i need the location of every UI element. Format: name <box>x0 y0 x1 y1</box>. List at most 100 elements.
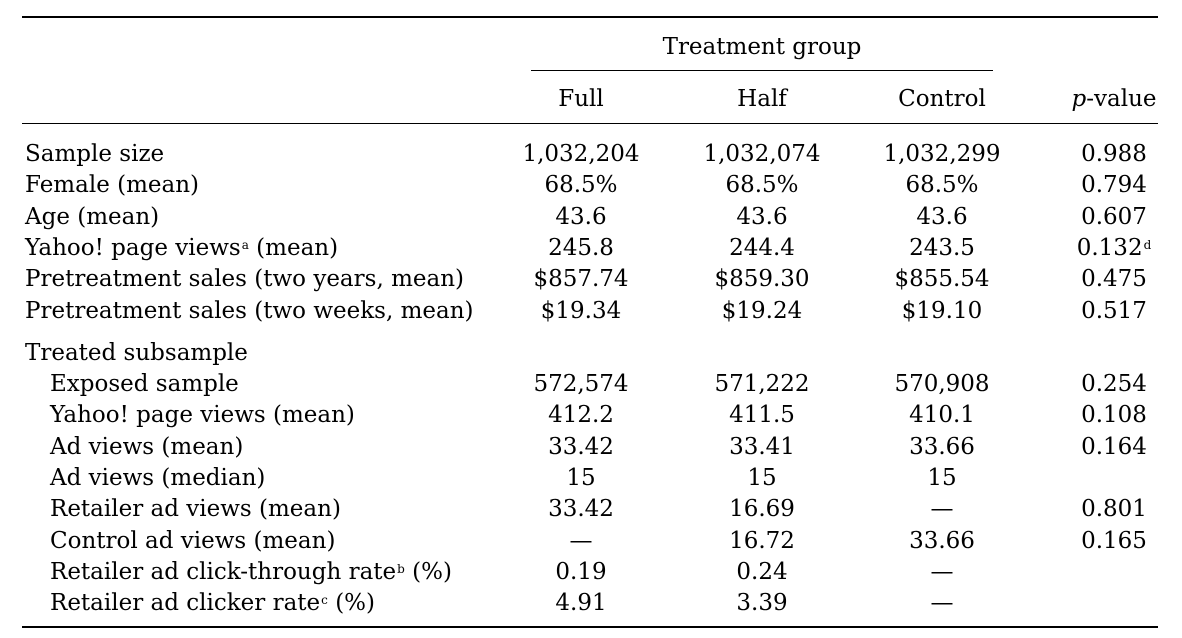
cell-half: 0.24 <box>736 558 788 585</box>
cell-full: 572,574 <box>533 371 629 397</box>
cell-pvalue: 0.607 <box>1081 203 1147 230</box>
cell-full: 245.8 <box>548 234 614 261</box>
row-label-text: Female (mean) <box>25 172 200 199</box>
cell-half: 33.41 <box>729 433 795 460</box>
row-label: Yahoo! page views (mean) <box>50 400 355 430</box>
row-label: Retailer ad clicker ratec (%) <box>50 588 375 618</box>
row-label-text: Retailer ad views (mean) <box>50 496 341 523</box>
row-label-text: Control ad views (mean) <box>50 527 336 554</box>
cell-full: 0.19 <box>555 558 607 585</box>
row-label: Control ad views (mean) <box>50 526 335 556</box>
cell-half: 3.39 <box>736 590 788 617</box>
table-bottom-rule <box>22 626 1158 628</box>
cell-half: 16.69 <box>729 496 795 523</box>
cell-full: 15 <box>566 464 596 491</box>
cell-control: 243.5 <box>909 234 975 261</box>
row-label-text: Sample size <box>25 141 165 167</box>
footnote-marker: b <box>397 561 405 576</box>
header-bottom-rule <box>22 123 1158 124</box>
cell-control: — <box>930 590 954 617</box>
cell-control: 15 <box>927 464 957 491</box>
row-label: Sample size <box>25 139 164 169</box>
cell-full: 43.6 <box>555 203 607 230</box>
row-label-tail: (mean) <box>248 234 339 261</box>
cell-control: 1,032,299 <box>883 141 1001 167</box>
cell-pvalue: 0.254 <box>1081 371 1147 397</box>
cell-control: 570,908 <box>894 371 990 397</box>
row-label: Age (mean) <box>25 202 159 232</box>
footnote-marker: a <box>241 237 249 252</box>
row-label-text: Age (mean) <box>25 203 160 230</box>
cell-full: 1,032,204 <box>522 141 640 167</box>
cell-control: 33.66 <box>909 527 975 554</box>
col-header-control: Control <box>898 86 986 112</box>
cell-full: 4.91 <box>555 590 607 617</box>
row-label-text: Ad views (mean) <box>50 433 244 460</box>
cell-control: 410.1 <box>909 402 975 429</box>
treatment-group-rule <box>531 70 993 71</box>
pvalue-italic-p: p <box>1071 86 1087 112</box>
row-label: Pretreatment sales (two years, mean) <box>25 264 464 294</box>
cell-pvalue: 0.164 <box>1081 433 1147 460</box>
pvalue-suffix: -value <box>1086 86 1157 112</box>
row-label: Yahoo! page viewsa (mean) <box>25 233 338 263</box>
row-label: Retailer ad views (mean) <box>50 494 341 524</box>
row-label: Pretreatment sales (two weeks, mean) <box>25 296 474 326</box>
row-label: Ad views (median) <box>50 463 265 493</box>
cell-pvalue: 0.801 <box>1081 496 1147 523</box>
cell-half: $859.30 <box>714 266 810 293</box>
row-label-tail: (%) <box>327 590 376 617</box>
row-label-tail: (%) <box>404 558 452 585</box>
subsection-title: Treated subsample <box>25 340 248 366</box>
cell-control: 43.6 <box>916 203 968 230</box>
row-label-text: Pretreatment sales (two weeks, mean) <box>25 297 474 324</box>
cell-pvalue: 0.165 <box>1081 527 1147 554</box>
cell-half: 68.5% <box>725 172 799 199</box>
cell-pvalue: 0.794 <box>1081 172 1147 199</box>
row-label-text: Ad views (median) <box>50 464 266 491</box>
cell-full: $19.34 <box>540 297 622 324</box>
cell-pvalue: 0.517 <box>1081 297 1147 324</box>
row-label-text: Pretreatment sales (two years, mean) <box>25 266 464 293</box>
cell-full: 412.2 <box>548 402 614 429</box>
cell-half: 411.5 <box>729 402 795 429</box>
cell-control: $19.10 <box>901 297 983 324</box>
treatment-group-header: Treatment group <box>662 34 862 60</box>
cell-pvalue: 0.988 <box>1081 141 1147 167</box>
cell-half: $19.24 <box>721 297 803 324</box>
cell-full: 33.42 <box>548 433 614 460</box>
row-label-text: Retailer ad click-through rate <box>50 558 397 585</box>
cell-full: — <box>569 527 593 554</box>
footnote-marker: c <box>321 593 328 608</box>
cell-pvalue: 0.132d <box>1076 234 1152 261</box>
cell-control: — <box>930 558 954 585</box>
col-header-pvalue: p-value <box>1072 84 1157 114</box>
cell-half: 16.72 <box>729 527 795 554</box>
cell-pvalue: 0.475 <box>1081 266 1147 293</box>
cell-full: $857.74 <box>533 266 629 293</box>
table-top-rule <box>22 16 1158 18</box>
cell-control: — <box>930 496 954 523</box>
cell-control: 68.5% <box>905 172 979 199</box>
cell-half: 43.6 <box>736 203 788 230</box>
cell-half: 244.4 <box>729 234 795 261</box>
row-label: Female (mean) <box>25 170 199 200</box>
cell-half: 1,032,074 <box>703 141 821 167</box>
row-label: Retailer ad click-through rateb (%) <box>50 557 452 587</box>
cell-control: $855.54 <box>894 266 990 293</box>
cell-control: 33.66 <box>909 433 975 460</box>
cell-half: 15 <box>747 464 777 491</box>
col-header-half: Half <box>737 86 787 112</box>
cell-pvalue: 0.108 <box>1081 402 1147 429</box>
row-label-text: Exposed sample <box>50 371 239 397</box>
footnote-marker: d <box>1143 237 1152 252</box>
cell-half: 571,222 <box>714 371 810 397</box>
cell-full: 68.5% <box>544 172 618 199</box>
col-header-full: Full <box>558 86 604 112</box>
row-label-text: Yahoo! page views <box>25 234 241 261</box>
row-label-text: Retailer ad clicker rate <box>50 590 321 617</box>
cell-full: 33.42 <box>548 496 614 523</box>
row-label: Exposed sample <box>50 369 239 399</box>
row-label: Ad views (mean) <box>50 432 243 462</box>
row-label-text: Yahoo! page views (mean) <box>50 402 355 429</box>
